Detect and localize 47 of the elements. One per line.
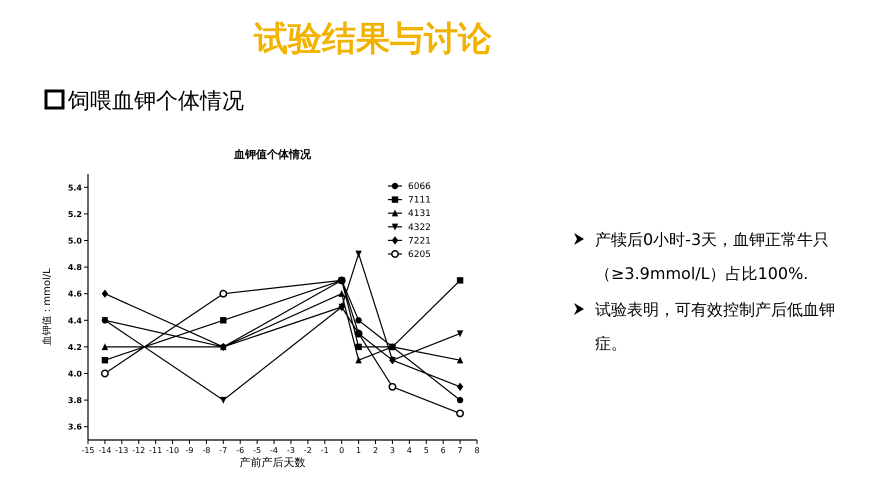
y-axis-title: 血钾值：mmol/L bbox=[41, 268, 53, 346]
text: 产犊后0小时-3天，血钾正常牛只（≥3.9mmol/L）占比100%. bbox=[595, 230, 830, 283]
x-tick-label: -15 bbox=[81, 446, 95, 455]
x-tick-label: 8 bbox=[474, 446, 480, 455]
text: 试验表明，可有效控制产后低血钾症。 bbox=[595, 300, 835, 353]
y-tick-label: 5.2 bbox=[68, 210, 82, 219]
legend-label: 7221 bbox=[408, 236, 431, 246]
x-tick-label: -9 bbox=[185, 446, 194, 455]
x-tick-label: 4 bbox=[406, 446, 412, 455]
legend-label: 7111 bbox=[408, 196, 431, 206]
y-tick-label: 4.6 bbox=[68, 290, 82, 299]
y-tick-label: 5.4 bbox=[68, 183, 82, 192]
x-tick-label: -5 bbox=[253, 446, 262, 455]
x-tick-label: 0 bbox=[339, 446, 344, 455]
x-tick-label: -2 bbox=[304, 446, 312, 455]
legend-label: 6066 bbox=[408, 182, 432, 192]
x-tick-label: -10 bbox=[166, 446, 180, 455]
x-tick-label: 5 bbox=[424, 446, 429, 455]
y-tick-label: 3.6 bbox=[68, 422, 82, 432]
x-tick-label: 6 bbox=[440, 446, 446, 455]
y-tick-label: 4.8 bbox=[68, 263, 82, 272]
x-tick-label: -13 bbox=[115, 446, 128, 455]
x-tick-label: -11 bbox=[149, 446, 162, 455]
y-tick-label: 5.0 bbox=[68, 236, 82, 246]
text: 试验结果与讨论 bbox=[253, 19, 493, 59]
x-axis-title: 产前产后天数 bbox=[240, 456, 306, 469]
x-tick-label: -6 bbox=[236, 446, 244, 455]
y-tick-label: 4.0 bbox=[68, 370, 82, 378]
x-tick-label: -3 bbox=[286, 446, 295, 455]
x-tick-label: -4 bbox=[270, 446, 278, 455]
chart-title: 血钾值个体情况 bbox=[233, 148, 312, 161]
legend-label: 4131 bbox=[408, 209, 431, 220]
x-tick-label: -1 bbox=[320, 446, 329, 455]
x-tick-label: -8 bbox=[202, 446, 210, 455]
legend-label: 6205 bbox=[408, 250, 431, 260]
x-tick-label: 7 bbox=[458, 446, 463, 455]
y-tick-label: 4.2 bbox=[68, 342, 82, 352]
y-tick-label: 4.4 bbox=[68, 316, 82, 326]
x-tick-label: -7 bbox=[219, 446, 228, 455]
x-tick-label: -14 bbox=[98, 446, 112, 455]
x-tick-label: 1 bbox=[356, 446, 362, 455]
text: 饲喂血钾个体情况 bbox=[67, 89, 244, 114]
x-tick-label: 2 bbox=[372, 446, 378, 455]
legend-label: 4322 bbox=[408, 222, 431, 233]
x-tick-label: 3 bbox=[390, 446, 395, 455]
y-tick-label: 3.8 bbox=[68, 396, 82, 406]
x-tick-label: -12 bbox=[132, 446, 146, 455]
